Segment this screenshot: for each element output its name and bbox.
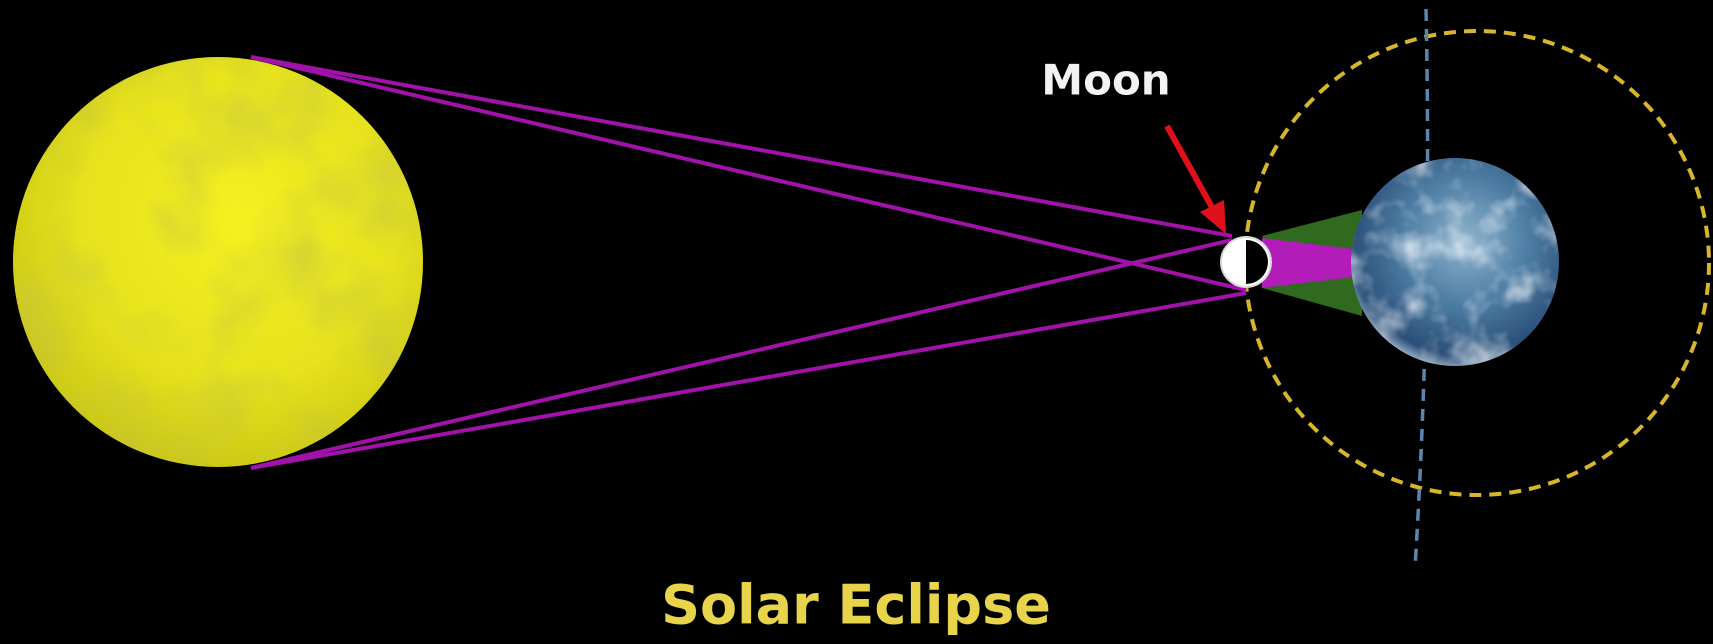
diagram-title: Solar Eclipse — [661, 574, 1051, 637]
moon-label: Moon — [1041, 56, 1170, 105]
sun-texture — [13, 57, 423, 467]
earth-clouds — [1351, 158, 1559, 366]
page: {"labels": {"moon": "Moon"}, "title": "S… — [0, 0, 1713, 644]
eclipse-diagram: Moon Solar Eclipse — [0, 0, 1713, 644]
